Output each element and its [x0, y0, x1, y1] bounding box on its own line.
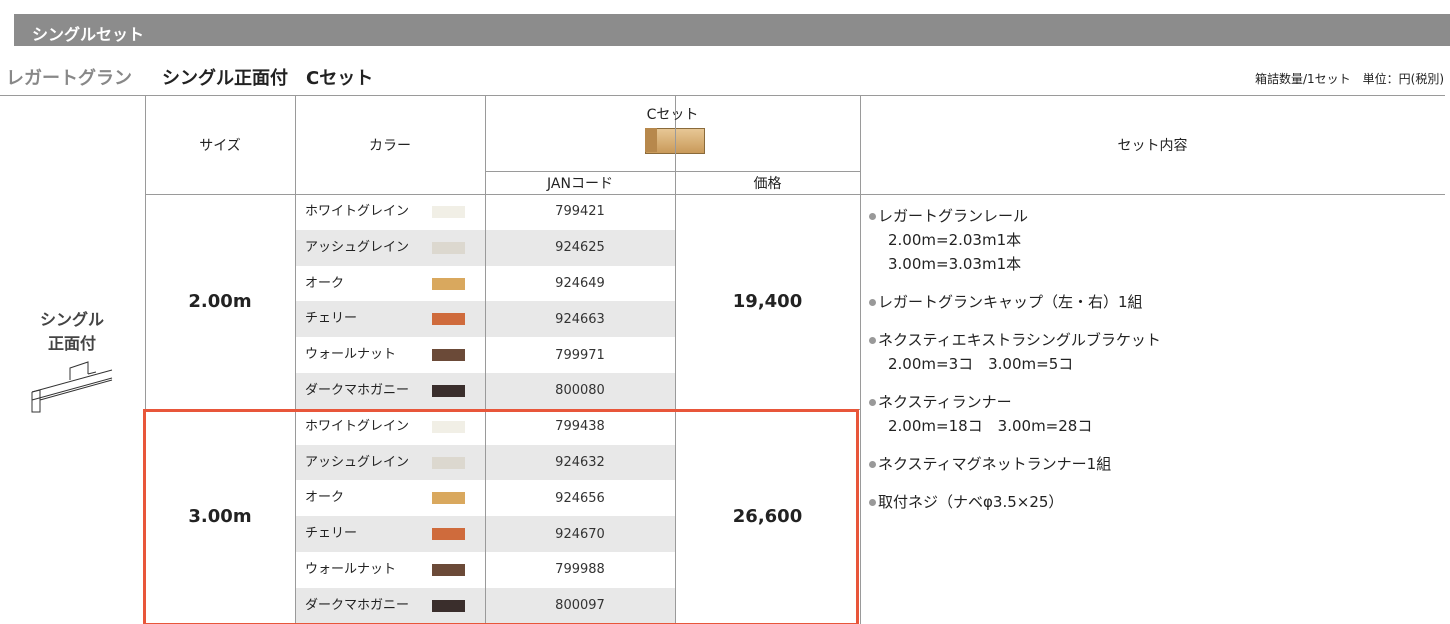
- rule: [0, 95, 1445, 96]
- bullet: [869, 299, 876, 306]
- bullet: [869, 213, 876, 220]
- side-label: 正面付: [47, 334, 96, 353]
- swatch: [432, 241, 465, 254]
- section-title: シングルセット: [32, 25, 145, 44]
- swatch: [432, 528, 465, 541]
- rule: [145, 96, 146, 624]
- rule: [485, 96, 486, 624]
- swatch: [432, 420, 465, 433]
- color-name: チェリー: [305, 526, 358, 542]
- content-item: ネクスティマグネットランナー1組: [878, 455, 1112, 473]
- swatch: [432, 456, 465, 469]
- jan-code: 799421: [555, 204, 605, 220]
- color-name: チェリー: [305, 311, 358, 327]
- color-name: ダークマホガニー: [305, 597, 410, 613]
- content-detail: 2.00m=2.03m1本: [888, 231, 1022, 249]
- jan-code: 924656: [555, 490, 605, 506]
- color-name: オーク: [305, 275, 345, 291]
- rule: [295, 96, 296, 624]
- section-bar: [14, 14, 1450, 46]
- header: サイズ: [199, 138, 241, 154]
- swatch: [432, 563, 465, 576]
- swatch: [432, 599, 465, 612]
- swatch: [432, 384, 465, 397]
- swatch: [432, 277, 465, 290]
- jan-code: 800080: [555, 383, 605, 399]
- size: 3.00m: [188, 505, 252, 527]
- color-name: オーク: [305, 490, 345, 506]
- jan-code: 924663: [555, 311, 605, 327]
- content-item: 取付ネジ（ナベφ3.5×25）: [878, 493, 1064, 511]
- jan-code: 924670: [555, 526, 605, 542]
- header: セット内容: [1117, 138, 1188, 154]
- swatch: [432, 492, 465, 505]
- content-detail: 2.00m=3コ 3.00m=5コ: [888, 355, 1074, 373]
- size: 2.00m: [188, 290, 252, 312]
- content-item: レガートグランキャップ（左・右）1組: [878, 293, 1143, 311]
- swatch: [432, 313, 465, 326]
- set-image-cap: [645, 128, 657, 152]
- highlight-box: [143, 408, 859, 624]
- jan-code: 800097: [555, 598, 605, 614]
- color-name: アッシュグレイン: [305, 239, 410, 255]
- bullet: [869, 337, 876, 344]
- rule: [860, 96, 861, 624]
- rule: [485, 171, 860, 172]
- rule: [145, 194, 1445, 195]
- color-name: ウォールナット: [305, 562, 397, 577]
- jan-code: 924632: [555, 454, 605, 470]
- bullet: [869, 499, 876, 506]
- jan-code: 799438: [555, 419, 605, 435]
- title: シングル正面付 Cセット: [162, 68, 374, 89]
- color-name: ホワイトグレイン: [305, 418, 410, 434]
- content-item: レガートグランレール: [878, 207, 1029, 225]
- jan-code: 799971: [555, 347, 605, 363]
- swatch: [432, 349, 465, 362]
- content-detail: 2.00m=18コ 3.00m=28コ: [888, 417, 1093, 435]
- price: 19,400: [732, 290, 803, 312]
- side-label: シングル: [39, 310, 104, 329]
- note: 箱詰数量/1セット 単位：円(税別): [1254, 72, 1444, 86]
- rule: [675, 96, 676, 624]
- jan-code: 924625: [555, 240, 605, 256]
- jan-code: 924649: [555, 275, 605, 291]
- bullet: [869, 461, 876, 468]
- color-name: ダークマホガニー: [305, 383, 410, 398]
- content-item: ネクスティランナー: [878, 393, 1012, 411]
- content-item: ネクスティエキストラシングルブラケット: [878, 331, 1161, 349]
- color-name: アッシュグレイン: [305, 454, 410, 470]
- jan-code: 799988: [555, 562, 605, 578]
- color-name: ウォールナット: [305, 347, 397, 363]
- price: 26,600: [732, 505, 803, 527]
- bullet: [869, 399, 876, 406]
- color-name: ホワイトグレイン: [305, 204, 410, 219]
- content-detail: 3.00m=3.03m1本: [888, 255, 1022, 273]
- rail-icon: [31, 361, 113, 413]
- header: Cセット: [646, 107, 699, 123]
- header: カラー: [369, 138, 411, 154]
- swatch: [432, 205, 465, 218]
- header: 価格: [753, 175, 782, 192]
- brand: レガートグラン: [6, 68, 132, 89]
- header: JANコード: [547, 175, 613, 192]
